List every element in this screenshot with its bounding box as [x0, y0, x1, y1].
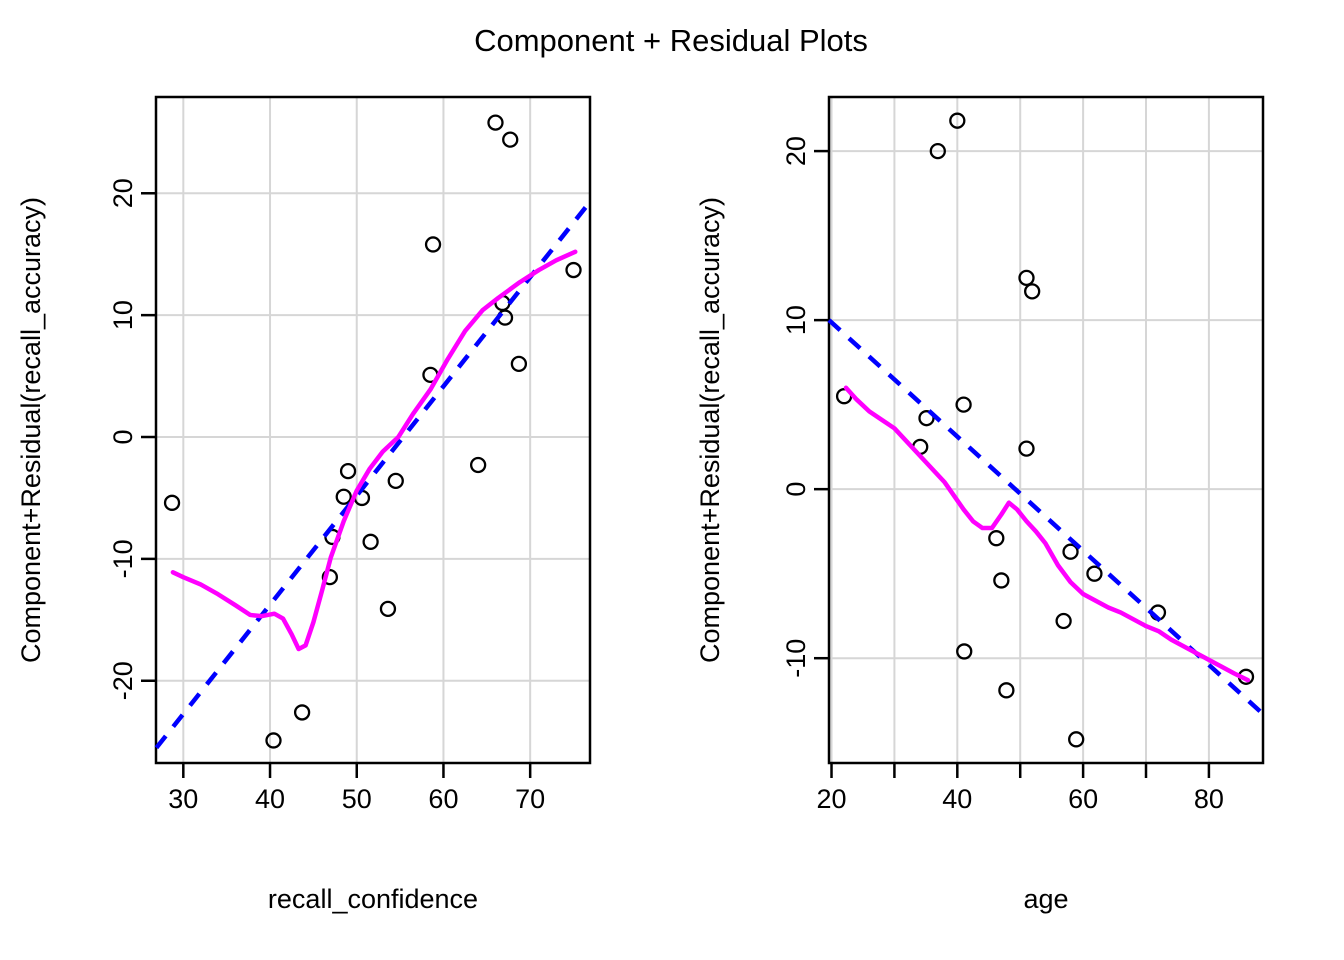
x-tick-label: 40 [942, 784, 972, 814]
x-axis-label-age: age [1023, 884, 1068, 914]
y-tick-label: -10 [781, 639, 811, 678]
data-point [1068, 731, 1085, 748]
data-point [163, 494, 181, 511]
data-point [1018, 269, 1035, 287]
x-tick-label: 60 [1068, 784, 1098, 814]
loess-smooth-line [843, 385, 1251, 683]
data-point [1055, 612, 1072, 630]
x-tick-label: 80 [1194, 784, 1224, 814]
data-point [469, 456, 487, 474]
y-tick-label: 0 [781, 482, 811, 497]
y-tick-label: 0 [108, 429, 138, 444]
data-point [362, 533, 379, 550]
data-point [929, 142, 946, 160]
y-tick-label: 20 [108, 178, 138, 208]
x-tick-label: 70 [515, 784, 545, 814]
y-tick-label: 10 [781, 305, 811, 335]
y-tick-label: 10 [108, 300, 138, 330]
data-point [387, 472, 404, 490]
data-point [379, 600, 397, 617]
data-point [1086, 565, 1103, 582]
chart-title: Component + Residual Plots [474, 23, 868, 58]
x-tick-label: 50 [342, 784, 372, 814]
y-axis-label-left: Component+Residual(recall_accuracy) [16, 197, 46, 663]
data-point [339, 462, 357, 480]
panel-recall_confidence: 30 40 50 60 70 20 10 0 -10 -20 [108, 95, 592, 814]
data-point [988, 530, 1005, 547]
data-point [949, 112, 966, 129]
data-point [993, 572, 1010, 589]
x-tick-label: 30 [168, 784, 198, 814]
data-point [321, 569, 339, 586]
data-point [293, 704, 311, 721]
y-axis-label-right: Component+Residual(recall_accuracy) [695, 197, 725, 663]
x-axis-label-recall-confidence: recall_confidence [268, 884, 478, 914]
data-point [998, 682, 1015, 699]
data-point [955, 396, 972, 413]
data-point [1024, 283, 1041, 300]
y-tick-label: 20 [781, 136, 811, 166]
data-point [918, 410, 935, 427]
y-tick-label: -20 [108, 661, 138, 700]
x-tick-label: 40 [255, 784, 285, 814]
loess-smooth-line [170, 249, 578, 652]
plot-panels: 30 40 50 60 70 20 10 0 -10 -20 20 40 60 80 20 10 0 -10 [108, 95, 1265, 814]
x-tick-label: 60 [428, 784, 458, 814]
data-point [510, 355, 528, 373]
data-point [956, 643, 973, 660]
panel-border [827, 95, 1265, 765]
regression-line [154, 200, 592, 750]
data-point [487, 114, 504, 131]
x-tick-label: 20 [816, 784, 846, 814]
data-point [424, 236, 442, 253]
data-point [335, 488, 352, 505]
data-point [1062, 543, 1079, 560]
data-point [265, 732, 282, 749]
y-tick-label: -10 [108, 539, 138, 578]
panel-border [154, 95, 592, 765]
data-point [1018, 440, 1035, 457]
panel-age: 20 40 60 80 20 10 0 -10 [781, 95, 1265, 814]
data-point [502, 131, 519, 148]
data-point [565, 261, 582, 279]
